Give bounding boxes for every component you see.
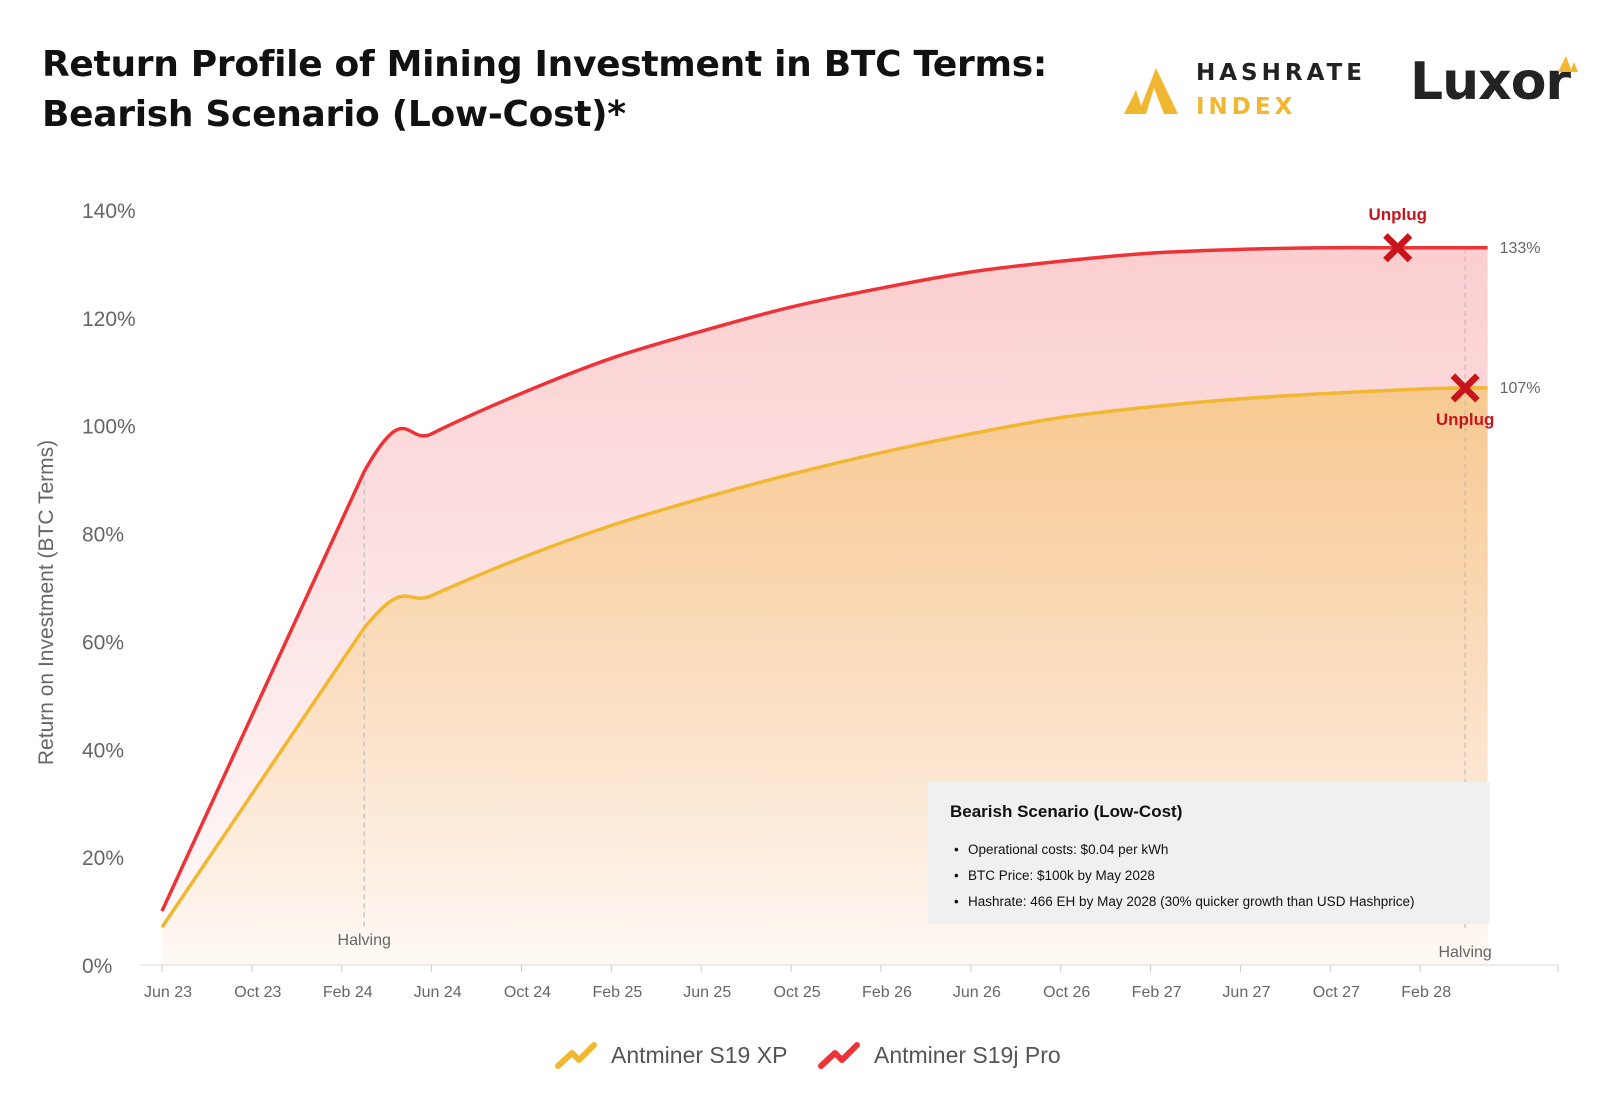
end-label-s19xp: 107%	[1500, 380, 1541, 397]
hashrate-index-logo-icon	[1124, 68, 1178, 114]
scenario-info-box: Bearish Scenario (Low-Cost) Operational …	[928, 782, 1490, 924]
unplug-marker-s19xp	[1450, 373, 1480, 403]
scenario-info-item: Operational costs: $0.04 per kWh	[950, 837, 1414, 863]
x-tick-label: Jun 23	[144, 984, 192, 1001]
x-tick-label: Feb 28	[1401, 984, 1451, 1001]
legend-swatch-s19j-pro	[818, 1042, 860, 1069]
x-tick-label: Oct 26	[1043, 984, 1090, 1001]
x-tick-label: Oct 23	[234, 984, 281, 1001]
chart-title-line2: Bearish Scenario (Low-Cost)*	[42, 94, 626, 135]
x-tick-label: Feb 26	[862, 984, 912, 1001]
legend-label-s19xp: Antminer S19 XP	[611, 1041, 788, 1068]
hashrate-index-logo-line2: INDEX	[1196, 94, 1297, 120]
x-tick-label: Oct 27	[1313, 984, 1360, 1001]
legend-item-s19j-pro[interactable]: Antminer S19j Pro	[818, 1035, 1061, 1075]
x-tick-label: Oct 25	[774, 984, 821, 1001]
scenario-info-title: Bearish Scenario (Low-Cost)	[950, 802, 1183, 821]
unplug-label: Unplug	[1368, 205, 1427, 224]
chart-legend: Antminer S19 XP Antminer S19j Pro	[0, 1035, 1624, 1075]
scenario-info-item: BTC Price: $100k by May 2028	[950, 863, 1414, 889]
x-tick-label: Jun 24	[414, 984, 462, 1001]
y-axis-title: Return on Investment (BTC Terms)	[35, 440, 58, 765]
x-tick-label: Feb 27	[1132, 984, 1182, 1001]
line-s19xp	[160, 386, 1488, 929]
scenario-info-item: Hashrate: 466 EH by May 2028 (30% quicke…	[950, 889, 1414, 915]
x-tick-label: Jun 25	[683, 984, 731, 1001]
hashrate-index-logo-line1: HASHRATE	[1196, 60, 1366, 86]
legend-label-s19j-pro: Antminer S19j Pro	[874, 1041, 1061, 1068]
x-tick-label: Jun 26	[953, 984, 1001, 1001]
y-tick-label: 40%	[82, 739, 124, 762]
unplug-x-stroke	[1450, 373, 1480, 403]
y-tick-label: 80%	[82, 524, 124, 547]
halving-label: Halving	[1438, 944, 1491, 961]
y-tick-label: 0%	[82, 955, 112, 978]
x-tick-label: Feb 24	[323, 984, 373, 1001]
unplug-x-stroke	[1383, 233, 1413, 263]
y-tick-label: 60%	[82, 631, 124, 654]
luxor-logo-icon	[1558, 56, 1578, 72]
unplug-label: Unplug	[1436, 410, 1495, 429]
luxor-logo-wordmark: Luxor	[1410, 52, 1571, 112]
luxor-logo: Luxor	[1410, 48, 1600, 118]
halving-label: Halving	[338, 932, 391, 949]
line-s19j-pro	[160, 245, 1488, 912]
hashrate-index-logo: HASHRATE INDEX	[1118, 56, 1368, 126]
y-tick-label: 100%	[82, 416, 136, 439]
scenario-info-list: Operational costs: $0.04 per kWh BTC Pri…	[950, 837, 1414, 915]
x-tick-label: Jun 27	[1222, 984, 1270, 1001]
legend-item-s19xp[interactable]: Antminer S19 XP	[555, 1035, 787, 1075]
chart-title: Return Profile of Mining Investment in B…	[42, 40, 1047, 140]
chart-title-line1: Return Profile of Mining Investment in B…	[42, 44, 1047, 85]
x-tick-label: Feb 25	[592, 984, 642, 1001]
end-label-s19j-pro: 133%	[1500, 240, 1541, 257]
x-tick-label: Oct 24	[504, 984, 551, 1001]
unplug-marker-s19j-pro	[1383, 233, 1413, 263]
y-tick-label: 20%	[82, 847, 124, 870]
legend-swatch-s19xp	[555, 1042, 597, 1069]
y-tick-label: 140%	[82, 200, 136, 223]
y-tick-label: 120%	[82, 308, 136, 331]
